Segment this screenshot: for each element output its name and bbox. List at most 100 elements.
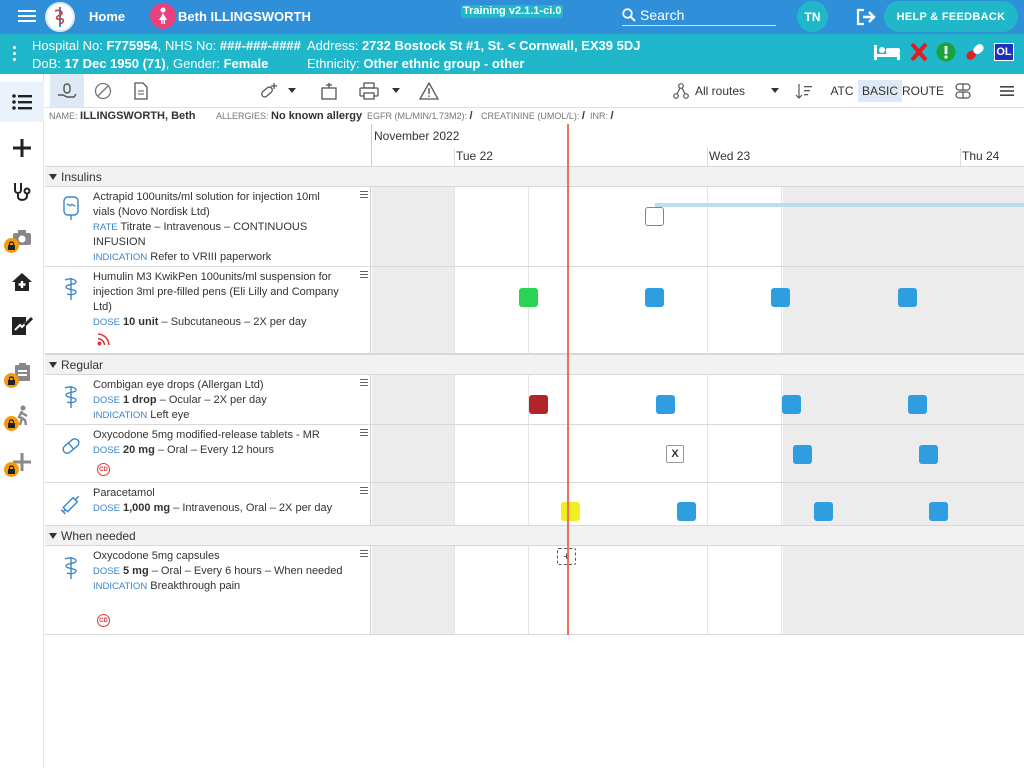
female-patient-icon: [150, 3, 176, 29]
timeline-month: November 2022: [374, 129, 460, 143]
user-avatar[interactable]: TN: [797, 1, 828, 32]
basic-view-button[interactable]: BASIC: [858, 74, 903, 107]
rail-item-stethoscope[interactable]: [0, 172, 44, 212]
info-creatinine: CREATININE (UMOL/L): /: [481, 110, 585, 122]
route-label: ROUTE: [902, 83, 944, 98]
dose-marker-due[interactable]: [677, 502, 696, 521]
menu-icon[interactable]: [16, 7, 38, 27]
grouping-button[interactable]: [951, 74, 975, 107]
warning-alert-icon[interactable]: [936, 42, 956, 62]
dose-marker-due[interactable]: [929, 502, 948, 521]
lock-icon: [4, 238, 19, 253]
medication-indication: Refer to VRIII paperwork: [150, 251, 272, 263]
group-header-insulins[interactable]: Insulins: [45, 166, 1024, 187]
medication-row-humulin[interactable]: Humulin M3 KwikPen 100units/ml suspensio…: [45, 267, 1024, 354]
timeline-shade: [372, 187, 454, 266]
medication-row-actrapid[interactable]: Actrapid 100units/ml solution for inject…: [45, 187, 1024, 267]
row-menu-icon[interactable]: [360, 271, 368, 279]
hand-pill-icon: [58, 82, 77, 98]
pill-capsule-icon[interactable]: [964, 42, 986, 62]
group-header-regular[interactable]: Regular: [45, 354, 1024, 375]
nhs-number: ###-###-####: [219, 38, 301, 53]
banner-alert-icons: OL: [872, 42, 1014, 62]
plus-icon: [13, 139, 31, 157]
row-menu-icon[interactable]: [360, 379, 368, 387]
controlled-drug-badge: CD: [97, 463, 110, 476]
dose-marker-due[interactable]: [656, 395, 675, 414]
route-view-button[interactable]: ROUTE: [902, 74, 944, 107]
administer-tab[interactable]: [50, 74, 84, 107]
dose-marker-planned[interactable]: [645, 207, 664, 226]
dose-marker-current[interactable]: [561, 502, 580, 521]
timeline-gridline: [454, 425, 455, 482]
timeline-shade: [372, 267, 454, 353]
print-button[interactable]: [357, 74, 381, 107]
dose-marker-due[interactable]: [919, 445, 938, 464]
home-link[interactable]: Home: [89, 9, 126, 24]
medication-row-oxycodone-mr[interactable]: Oxycodone 5mg modified-release tablets -…: [45, 425, 1024, 483]
routes-filter-dropdown[interactable]: All routes: [673, 74, 781, 107]
medication-indication: Breakthrough pain: [150, 580, 241, 592]
add-prn-dose-button[interactable]: +: [557, 548, 576, 565]
add-medication-button[interactable]: [257, 74, 281, 107]
row-menu-icon[interactable]: [360, 550, 368, 558]
dose-marker-due[interactable]: [782, 395, 801, 414]
patient-name-link[interactable]: Beth ILLINGSWORTH: [178, 9, 311, 24]
dose-marker-given[interactable]: [519, 288, 538, 307]
sort-button[interactable]: [793, 74, 815, 107]
no-drug-tab[interactable]: [91, 74, 115, 107]
timeline-gridline: [781, 425, 782, 482]
row-menu-icon[interactable]: [360, 429, 368, 437]
medication-row-oxycodone-capsules[interactable]: Oxycodone 5mg capsules DOSE 5 mg – Oral …: [45, 546, 1024, 635]
rail-item-home[interactable]: [0, 262, 44, 302]
print-dropdown[interactable]: [389, 74, 403, 107]
dose-marker-due[interactable]: [771, 288, 790, 307]
rss-feed-icon[interactable]: [97, 333, 110, 346]
row-menu-icon[interactable]: [360, 487, 368, 495]
rail-item-add-locked[interactable]: [0, 442, 44, 482]
lock-icon: [4, 416, 19, 431]
add-medication-dropdown[interactable]: [285, 74, 299, 107]
bed-icon[interactable]: [872, 42, 902, 62]
banner-more-icon[interactable]: [12, 46, 18, 64]
atc-view-button[interactable]: ATC: [829, 74, 855, 107]
order-set-button[interactable]: [317, 74, 341, 107]
search-input[interactable]: Search: [622, 4, 776, 26]
pill-slash-icon: [94, 82, 112, 99]
red-cross-alert-icon[interactable]: [910, 42, 928, 62]
lock-icon: [4, 462, 19, 477]
help-feedback-button[interactable]: HELP & FEEDBACK: [884, 1, 1018, 32]
rail-item-notes[interactable]: [0, 306, 44, 346]
toolbar-menu-button[interactable]: [995, 74, 1019, 107]
banner-line-1: Hospital No: F775954, NHS No: ###-###-##…: [32, 38, 301, 53]
order-set-icon: [321, 82, 337, 100]
dose-marker-missed[interactable]: [529, 395, 548, 414]
medication-name: Combigan eye drops (Allergan Ltd): [93, 379, 264, 391]
document-tab[interactable]: [129, 74, 153, 107]
info-inr: INR: /: [590, 110, 614, 122]
medication-row-paracetamol[interactable]: Paracetamol DOSE 1,000 mg – Intravenous,…: [45, 483, 1024, 527]
rail-item-clipboard-locked[interactable]: [0, 352, 44, 392]
medication-row-combigan[interactable]: Combigan eye drops (Allergan Ltd) DOSE 1…: [45, 375, 1024, 425]
infusion-bar[interactable]: [655, 203, 1024, 207]
logout-icon[interactable]: [855, 7, 877, 27]
rail-item-add[interactable]: [0, 128, 44, 168]
patient-banner: Hospital No: F775954, NHS No: ###-###-##…: [0, 34, 1024, 74]
app-logo[interactable]: [45, 2, 75, 32]
dose-marker-due[interactable]: [814, 502, 833, 521]
dose-marker-due[interactable]: [898, 288, 917, 307]
ol-badge[interactable]: OL: [994, 43, 1014, 61]
rail-item-camera-locked[interactable]: [0, 218, 44, 258]
add-cross-icon: [13, 453, 31, 471]
rail-item-patient-move-locked[interactable]: [0, 396, 44, 436]
dose-marker-due[interactable]: [793, 445, 812, 464]
syringe-icon: [60, 495, 80, 515]
warnings-button[interactable]: [417, 74, 441, 107]
dose-marker-cancelled[interactable]: X: [666, 445, 684, 463]
rail-item-list[interactable]: [0, 82, 44, 122]
row-menu-icon[interactable]: [360, 191, 368, 199]
group-header-when-needed[interactable]: When needed: [45, 525, 1024, 546]
dose-marker-due[interactable]: [645, 288, 664, 307]
dose-marker-due[interactable]: [908, 395, 927, 414]
timeline-shade: [372, 546, 454, 634]
